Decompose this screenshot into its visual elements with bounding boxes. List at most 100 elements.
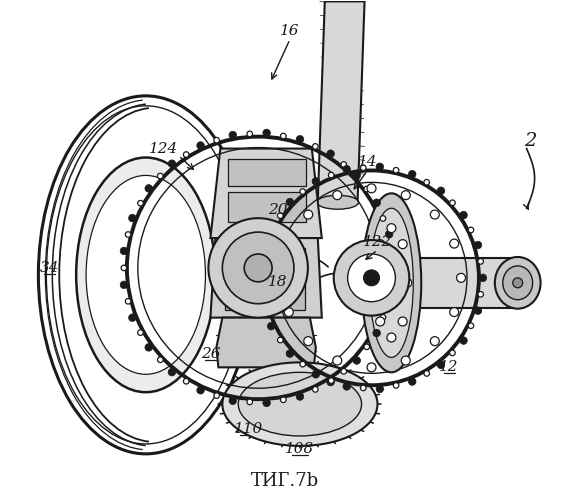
Circle shape [385, 298, 393, 306]
Circle shape [284, 239, 294, 248]
Circle shape [296, 136, 304, 143]
Circle shape [312, 178, 320, 185]
Circle shape [125, 298, 131, 304]
Text: 16: 16 [280, 24, 300, 38]
Circle shape [387, 224, 396, 232]
Circle shape [367, 184, 376, 193]
Ellipse shape [503, 266, 532, 300]
Circle shape [258, 258, 265, 265]
Circle shape [145, 344, 153, 351]
Text: 26: 26 [201, 348, 220, 362]
Bar [225, 282, 305, 310]
Circle shape [197, 386, 204, 394]
Circle shape [120, 247, 128, 254]
Circle shape [353, 356, 360, 364]
Circle shape [348, 254, 396, 302]
Circle shape [478, 292, 483, 297]
Circle shape [373, 199, 380, 206]
Circle shape [360, 385, 366, 390]
Circle shape [437, 187, 445, 194]
Circle shape [450, 200, 455, 205]
Circle shape [513, 278, 523, 288]
Text: 110: 110 [234, 422, 263, 436]
Polygon shape [210, 238, 322, 318]
Text: 12: 12 [439, 360, 459, 374]
Ellipse shape [86, 176, 205, 374]
Circle shape [222, 232, 294, 304]
Circle shape [304, 210, 313, 219]
Circle shape [125, 232, 131, 237]
Circle shape [333, 356, 342, 365]
Circle shape [371, 278, 380, 287]
Circle shape [333, 240, 409, 316]
Ellipse shape [38, 96, 253, 454]
Text: 18: 18 [268, 275, 288, 289]
Ellipse shape [361, 194, 421, 372]
Circle shape [393, 168, 399, 173]
Circle shape [214, 138, 219, 143]
Circle shape [184, 378, 189, 384]
Circle shape [280, 397, 286, 402]
Circle shape [409, 378, 416, 386]
Circle shape [364, 270, 380, 286]
Circle shape [129, 214, 136, 222]
Circle shape [229, 132, 237, 139]
Circle shape [263, 308, 269, 313]
Circle shape [278, 274, 287, 282]
Circle shape [327, 150, 335, 158]
Circle shape [328, 172, 334, 178]
Circle shape [258, 275, 264, 280]
Circle shape [214, 393, 219, 398]
Circle shape [376, 385, 384, 392]
Ellipse shape [369, 208, 413, 358]
Circle shape [430, 336, 439, 345]
Circle shape [450, 350, 455, 356]
Text: 124: 124 [149, 142, 178, 156]
Circle shape [380, 216, 386, 222]
Circle shape [312, 370, 320, 378]
Circle shape [376, 240, 385, 248]
Ellipse shape [76, 158, 215, 392]
Circle shape [479, 274, 487, 281]
Circle shape [437, 361, 445, 368]
Circle shape [367, 363, 376, 372]
Circle shape [468, 323, 474, 328]
Circle shape [184, 152, 189, 158]
Circle shape [267, 322, 275, 330]
Circle shape [129, 314, 136, 322]
Circle shape [376, 317, 385, 326]
Circle shape [398, 240, 407, 248]
Circle shape [478, 258, 483, 264]
Circle shape [263, 399, 270, 406]
Circle shape [229, 397, 237, 404]
Circle shape [360, 165, 366, 170]
Ellipse shape [317, 196, 359, 209]
Circle shape [474, 241, 482, 249]
Circle shape [430, 210, 439, 219]
Bar [229, 158, 306, 186]
Circle shape [353, 172, 360, 179]
Circle shape [450, 239, 459, 248]
Polygon shape [318, 2, 365, 200]
Circle shape [286, 350, 294, 358]
Bar [229, 192, 306, 222]
Circle shape [280, 133, 286, 139]
Circle shape [468, 227, 474, 232]
Ellipse shape [46, 106, 245, 444]
Circle shape [389, 282, 394, 288]
Ellipse shape [495, 257, 540, 308]
Circle shape [460, 212, 467, 219]
Circle shape [168, 368, 176, 376]
Circle shape [121, 265, 127, 270]
Circle shape [385, 230, 393, 238]
Circle shape [312, 386, 318, 392]
Circle shape [390, 264, 397, 272]
Circle shape [401, 356, 410, 365]
Circle shape [278, 213, 283, 218]
Circle shape [328, 378, 334, 384]
Polygon shape [217, 318, 316, 368]
Bar [225, 248, 305, 276]
Circle shape [409, 170, 416, 178]
Circle shape [157, 173, 163, 179]
Circle shape [373, 330, 380, 337]
